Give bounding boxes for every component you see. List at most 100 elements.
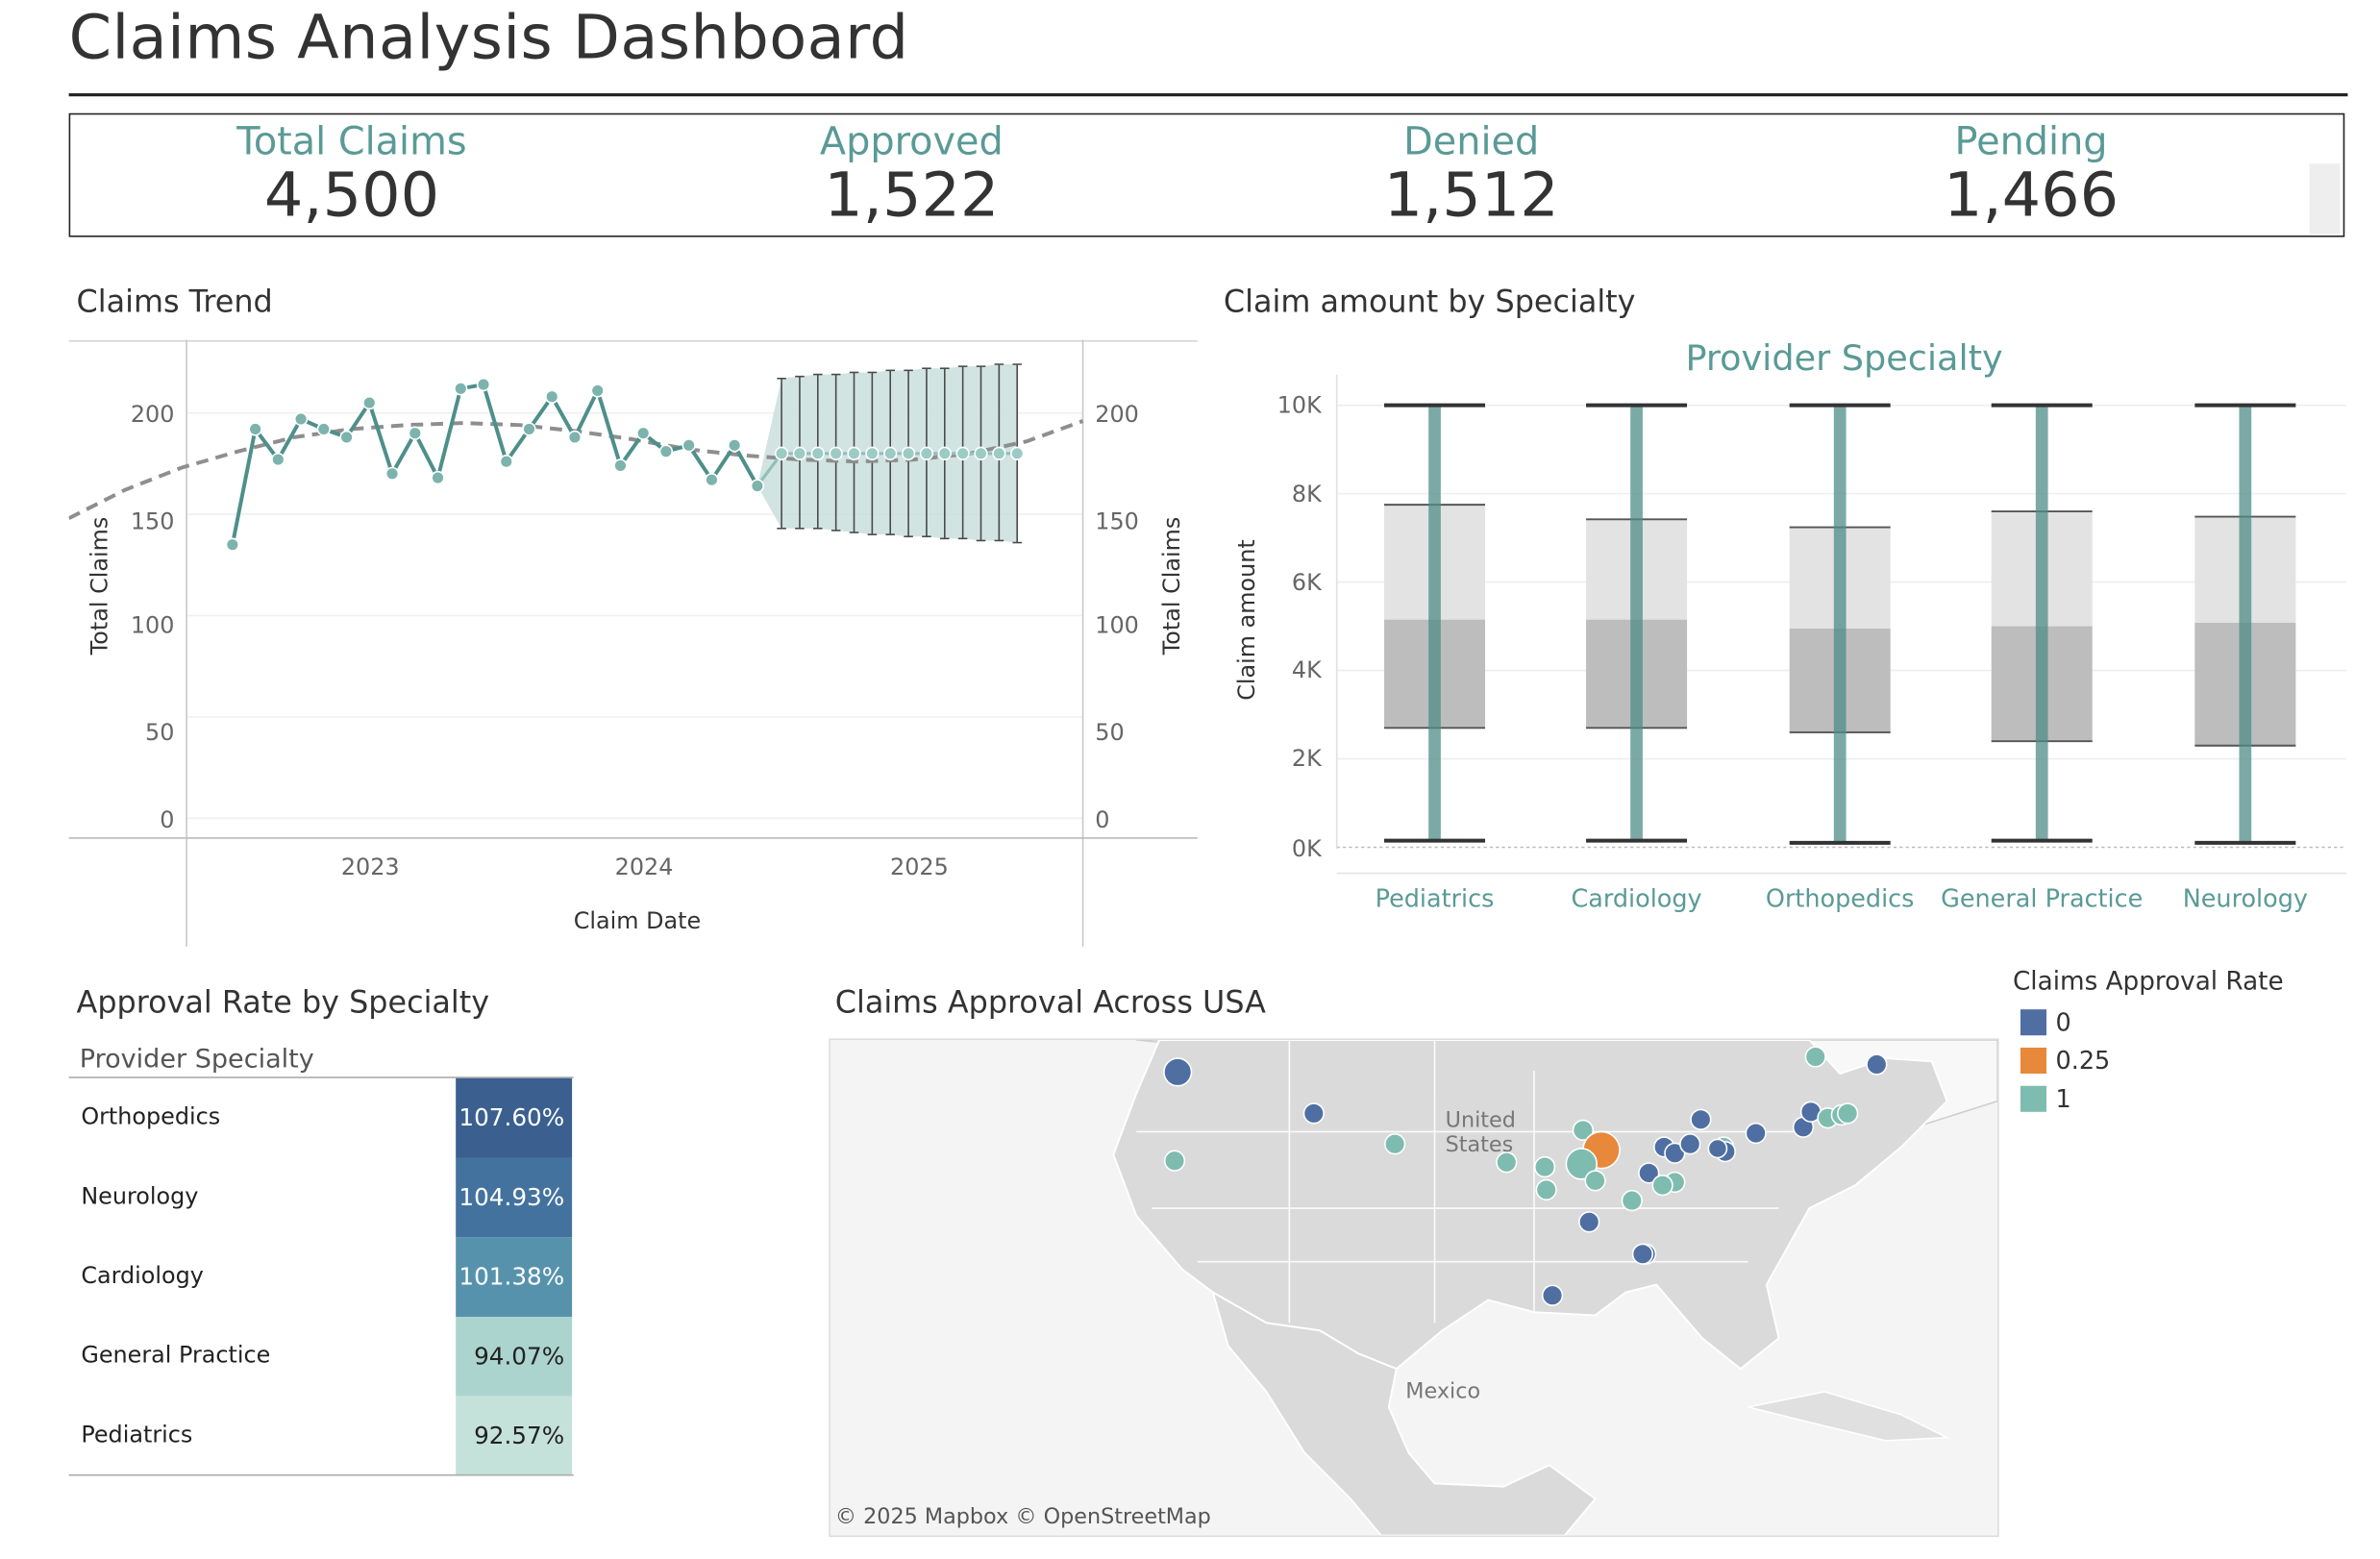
kpi-value: 1,522: [824, 161, 1000, 232]
kpi-pending[interactable]: Pending 1,466: [1801, 114, 2260, 231]
kpi-denied[interactable]: Denied 1,512: [1242, 114, 1700, 231]
legend-swatch: [2020, 1047, 2046, 1075]
usa-map[interactable]: United States Mexico: [829, 1038, 1999, 1538]
box-category-label[interactable]: Neurology: [2182, 883, 2308, 913]
map-canvas[interactable]: [831, 1039, 1998, 1536]
box-points-column: [2035, 405, 2048, 841]
map-marker[interactable]: [1651, 1175, 1673, 1197]
row-rate-cell[interactable]: 107.60%: [456, 1077, 573, 1158]
box-category-label[interactable]: Orthopedics: [1765, 883, 1915, 913]
map-marker[interactable]: [1496, 1151, 1518, 1174]
box-chart[interactable]: [1330, 374, 2349, 887]
trend-xtick: 2025: [890, 853, 949, 881]
actual-point: [431, 470, 445, 485]
map-marker[interactable]: [1836, 1102, 1859, 1125]
kpi-label: Approved: [819, 119, 1004, 164]
forecast-point: [774, 446, 789, 460]
map-marker[interactable]: [1707, 1138, 1728, 1159]
map-marker[interactable]: [1572, 1119, 1594, 1142]
legend-swatch: [2020, 1009, 2046, 1036]
trend-points[interactable]: [225, 377, 1025, 552]
forecast-point: [792, 446, 807, 460]
box-points-column: [2239, 405, 2252, 843]
actual-point: [408, 426, 422, 440]
map-marker[interactable]: [1533, 1155, 1556, 1178]
map-marker[interactable]: [1866, 1053, 1888, 1076]
actual-point: [454, 382, 468, 396]
map-marker[interactable]: [1745, 1122, 1767, 1145]
map-marker[interactable]: [1541, 1284, 1564, 1306]
kpi-scrollbar[interactable]: [2309, 163, 2341, 235]
box-marks[interactable]: [1384, 403, 2296, 845]
table-row[interactable]: Pediatrics 92.57%: [69, 1396, 574, 1476]
row-specialty: Cardiology: [81, 1261, 204, 1290]
table-row[interactable]: Cardiology 101.38%: [69, 1237, 574, 1317]
dashboard-title: Claims Analysis Dashboard: [68, 3, 909, 74]
trend-chart[interactable]: [68, 339, 1201, 948]
actual-point: [248, 422, 262, 436]
map-marker[interactable]: [1584, 1170, 1606, 1192]
kpi-total-claims[interactable]: Total Claims 4,500: [122, 114, 581, 231]
map-marker[interactable]: [1163, 1057, 1193, 1087]
box-ytick: 8K: [1291, 480, 1322, 508]
mexico-landmass: [1211, 1290, 1597, 1536]
map-marker[interactable]: [1302, 1102, 1325, 1125]
map-label-mexico: Mexico: [1405, 1379, 1481, 1404]
actual-point: [522, 422, 536, 436]
box-column-header: Provider Specialty: [1685, 339, 2003, 380]
map-markers[interactable]: [1163, 1046, 1888, 1306]
actual-point: [476, 377, 491, 392]
box-category-label[interactable]: Cardiology: [1571, 883, 1702, 913]
box-category-label[interactable]: General Practice: [1941, 883, 2144, 913]
forecast-point: [974, 446, 988, 460]
map-marker[interactable]: [1631, 1243, 1654, 1265]
map-marker[interactable]: [1621, 1189, 1643, 1212]
forecast-point: [810, 446, 825, 460]
table-bottom-rule: [68, 1473, 574, 1476]
table-row[interactable]: Orthopedics 107.60%: [69, 1077, 574, 1158]
table-row[interactable]: General Practice 94.07%: [69, 1316, 574, 1397]
map-label-us: United States: [1445, 1108, 1516, 1158]
trend-ytick-right: 100: [1095, 611, 1139, 640]
row-rate-cell[interactable]: 101.38%: [456, 1237, 573, 1317]
map-marker[interactable]: [1804, 1046, 1826, 1068]
box-points-column: [1428, 405, 1441, 841]
box-ytick: 0K: [1291, 834, 1322, 863]
map-marker[interactable]: [1163, 1150, 1186, 1172]
actual-point: [590, 384, 605, 398]
map-marker[interactable]: [1690, 1108, 1712, 1130]
map-credit[interactable]: © 2025 Mapbox © OpenStreetMap: [834, 1504, 1211, 1530]
table-row[interactable]: Neurology 104.93%: [69, 1157, 574, 1238]
row-rate-cell[interactable]: 94.07%: [456, 1316, 573, 1397]
row-rate-cell[interactable]: 92.57%: [456, 1396, 573, 1476]
forecast-point: [992, 446, 1006, 460]
map-marker[interactable]: [1565, 1148, 1598, 1180]
trend-x-title: Claim Date: [573, 906, 702, 935]
trend-ytick: 150: [130, 507, 175, 535]
map-marker[interactable]: [1535, 1178, 1557, 1201]
actual-point: [750, 479, 765, 493]
trend-title: Claims Trend: [76, 283, 273, 320]
box-title: Claim amount by Specialty: [1223, 283, 1636, 320]
map-marker[interactable]: [1578, 1211, 1600, 1233]
map-title: Claims Approval Across USA: [834, 983, 1266, 1021]
legend-label: 1: [2055, 1084, 2071, 1114]
kpi-approved[interactable]: Approved 1,522: [682, 114, 1141, 231]
actual-point: [567, 430, 583, 445]
forecast-point: [901, 446, 916, 460]
actual-point: [225, 537, 240, 552]
row-rate-cell[interactable]: 104.93%: [456, 1157, 573, 1238]
actual-point: [658, 444, 674, 458]
actual-point: [705, 473, 719, 487]
trend-y-title-right: Total Claims: [1157, 516, 1186, 656]
kpi-value: 1,466: [1943, 161, 2120, 232]
map-marker[interactable]: [1638, 1162, 1660, 1184]
row-specialty: Orthopedics: [81, 1102, 221, 1130]
kpi-value: 4,500: [263, 161, 440, 232]
box-category-label[interactable]: Pediatrics: [1375, 883, 1495, 913]
trend-y-title-left: Total Claims: [86, 516, 113, 656]
actual-point: [613, 458, 628, 473]
row-specialty: General Practice: [81, 1341, 271, 1370]
map-marker[interactable]: [1679, 1133, 1701, 1155]
map-marker[interactable]: [1384, 1133, 1406, 1155]
